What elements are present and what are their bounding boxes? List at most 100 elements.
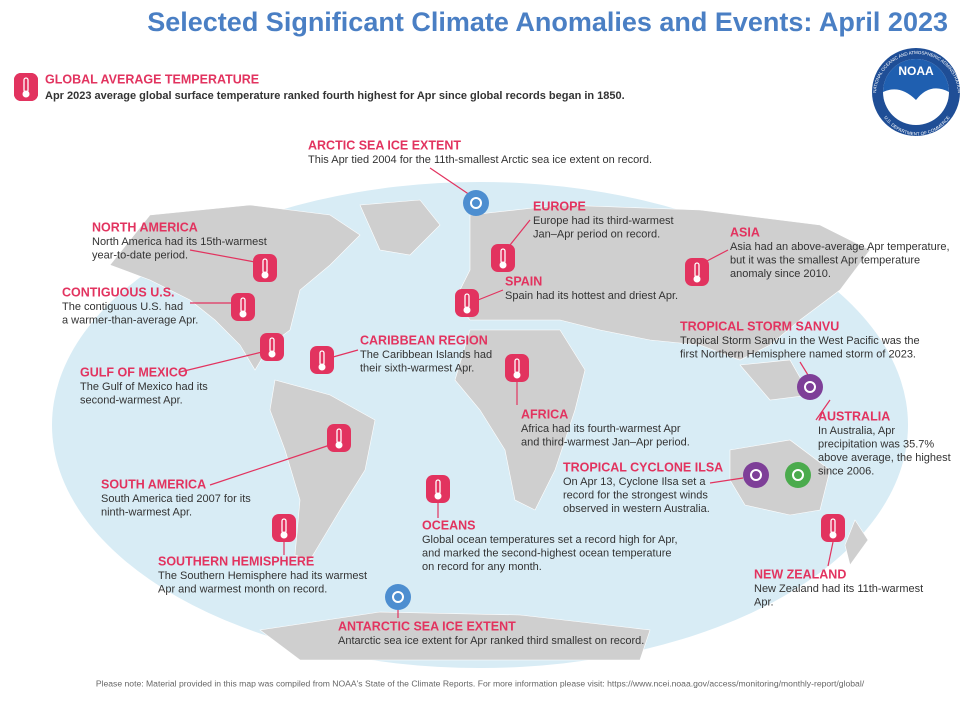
icon-bulb — [335, 441, 343, 449]
annotation-heading: ARCTIC SEA ICE EXTENT — [308, 138, 461, 152]
icon-bulb — [280, 531, 288, 539]
icon-bulb — [261, 271, 269, 279]
icon-bg — [272, 514, 296, 542]
icon-bg — [385, 584, 411, 610]
annotation-text: anomaly since 2010. — [730, 268, 831, 280]
annotation: SPAIN Spain had its hottest and driest Ap… — [455, 274, 678, 317]
annotation-text: The Southern Hemisphere had its warmest — [158, 570, 367, 582]
annotation-heading: CARIBBEAN REGION — [360, 333, 488, 347]
annotation: TROPICAL CYCLONE ILSA On Apr 13, Cyclone … — [563, 460, 769, 515]
leader-line — [179, 351, 263, 373]
annotation-heading: NORTH AMERICA — [92, 220, 198, 234]
leader-line — [827, 541, 834, 567]
annotation: SOUTHERN HEMISPHERE The Southern Hemisphe… — [158, 514, 367, 595]
icon-bg — [260, 333, 284, 361]
annotation-text: and third-warmest Jan–Apr period. — [521, 436, 690, 448]
icon-bg — [821, 514, 845, 542]
icon-bg — [253, 254, 277, 282]
annotation-text: since 2006. — [818, 465, 874, 477]
annotation: NEW ZEALAND New Zealand had its 11th-warm… — [754, 514, 923, 608]
annotation: OCEANS Global ocean temperatures set a re… — [422, 475, 678, 573]
thermometer-icon — [253, 254, 277, 282]
annotation-text: New Zealand had its 11th-warmest — [754, 583, 923, 595]
thermometer-icon — [14, 73, 38, 101]
annotation-text: above average, the highest — [818, 452, 951, 464]
annotation-heading: ASIA — [730, 225, 760, 239]
leader-line — [704, 249, 729, 263]
icon-bulb — [513, 371, 521, 379]
thermometer-icon — [505, 354, 529, 382]
annotation-text: Africa had its fourth-warmest Apr — [521, 423, 681, 435]
footer: Please note: Material provided in this m… — [96, 678, 865, 688]
thermometer-icon — [685, 258, 709, 286]
annotation: ANTARCTIC SEA ICE EXTENT Antarctic sea ic… — [338, 584, 644, 647]
annotation-text: ninth-warmest Apr. — [101, 506, 192, 518]
global-text: Apr 2023 average global surface temperat… — [45, 90, 625, 102]
global-heading: GLOBAL AVERAGE TEMPERATURE — [45, 72, 259, 86]
annotation-text: Spain had its hottest and driest Apr. — [505, 290, 678, 302]
annotation-text: Europe had its third-warmest — [533, 215, 674, 227]
icon-mark — [792, 469, 804, 481]
annotation-heading: NEW ZEALAND — [754, 567, 846, 581]
annotation-text: year-to-date period. — [92, 249, 188, 261]
annotation: CONTIGUOUS U.S. The contiguous U.S. hada … — [62, 285, 255, 326]
icon-bulb — [268, 350, 276, 358]
thermometer-icon — [260, 333, 284, 361]
annotation-text: This Apr tied 2004 for the 11th-smallest… — [308, 154, 652, 166]
icon-bulb — [829, 531, 837, 539]
annotation-text: Tropical Storm Sanvu in the West Pacific… — [680, 335, 920, 347]
logo-text: NOAA — [898, 64, 934, 78]
annotation-heading: TROPICAL CYCLONE ILSA — [563, 460, 723, 474]
annotation-text: record for the strongest winds — [563, 489, 708, 501]
annotation-text: Asia had an above-average Apr temperatur… — [730, 241, 950, 253]
annotation-text: The contiguous U.S. had — [62, 301, 183, 313]
leader-line — [189, 249, 256, 263]
icon-bg — [491, 244, 515, 272]
icon-bulb — [463, 306, 471, 314]
leader-line — [509, 219, 531, 246]
precipitation-icon — [785, 462, 811, 488]
thermometer-icon — [821, 514, 845, 542]
icon-bg — [785, 462, 811, 488]
annotation: AFRICA Africa had its fourth-warmest Apra… — [505, 354, 690, 448]
annotation-heading: SOUTHERN HEMISPHERE — [158, 554, 314, 568]
annotation-text: In Australia, Apr — [818, 425, 895, 437]
annotation-text: Apr and warmest month on record. — [158, 583, 327, 595]
annotation-text: The Gulf of Mexico had its — [80, 381, 208, 393]
thermometer-icon — [491, 244, 515, 272]
sea-ice-icon — [385, 584, 411, 610]
annotation-text: their sixth-warmest Apr. — [360, 362, 474, 374]
icon-bulb — [499, 261, 507, 269]
thermometer-icon — [231, 293, 255, 321]
icon-bg — [310, 346, 334, 374]
annotation-text: Jan–Apr period on record. — [533, 228, 660, 240]
annotation-text: precipitation was 35.7% — [818, 438, 934, 450]
annotation-text: Apr. — [754, 596, 774, 608]
icon-mark — [392, 591, 404, 603]
annotation: AUSTRALIA In Australia, Aprprecipitation … — [785, 399, 951, 488]
annotation-heading: SOUTH AMERICA — [101, 477, 206, 491]
leader-line — [332, 349, 359, 358]
annotation-text: Antarctic sea ice extent for Apr ranked … — [338, 635, 644, 647]
annotation: TROPICAL STORM SANVU Tropical Storm Sanvu… — [680, 319, 920, 400]
icon-bulb — [318, 363, 326, 371]
noaa-logo: NOAA NATIONAL OCEANIC AND ATMOSPHERIC AD… — [872, 48, 960, 137]
annotation-heading: TROPICAL STORM SANVU — [680, 319, 839, 333]
icon-mark — [750, 469, 762, 481]
annotation: GULF OF MEXICO The Gulf of Mexico had its… — [80, 333, 284, 406]
annotation: SOUTH AMERICA South America tied 2007 for… — [101, 424, 351, 518]
icon-bg — [505, 354, 529, 382]
icon-bg — [455, 289, 479, 317]
annotation-text: but it was the smallest Apr temperature — [730, 254, 920, 266]
icon-bg — [685, 258, 709, 286]
icon-bulb — [434, 492, 442, 500]
annotation-text: on record for any month. — [422, 561, 542, 573]
icon-bg — [327, 424, 351, 452]
icon-mark — [804, 381, 816, 393]
icon-mark — [470, 197, 482, 209]
icon-bg — [14, 73, 38, 101]
annotation-heading: OCEANS — [422, 518, 475, 532]
leader-line — [209, 444, 331, 486]
thermometer-icon — [455, 289, 479, 317]
annotation-text: first Northern Hemisphere named storm of… — [680, 348, 916, 360]
